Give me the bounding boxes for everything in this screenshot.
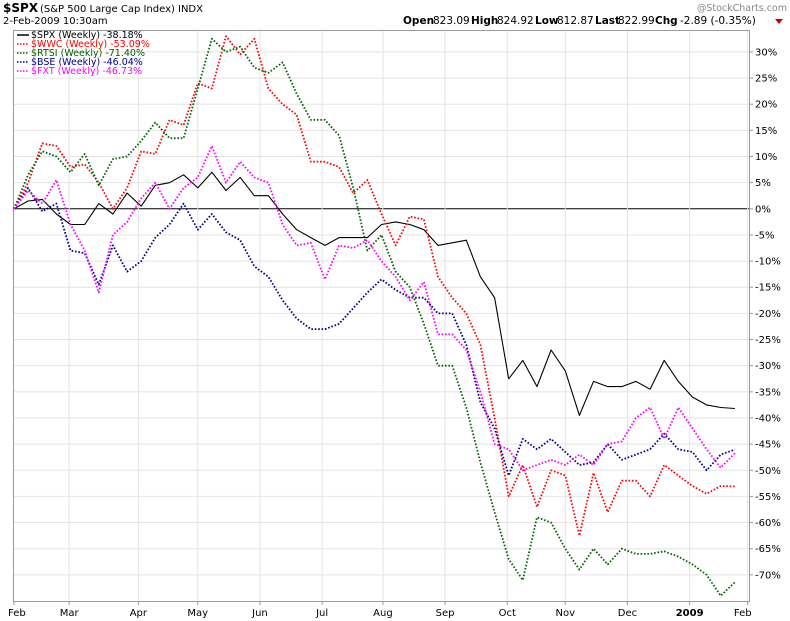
y-tick-label: 5% <box>755 178 771 189</box>
y-tick-label: -25% <box>755 335 781 346</box>
x-tick-label: Apr <box>130 608 148 619</box>
x-tick-label: Jun <box>251 608 268 619</box>
series-line-4 <box>13 145 736 472</box>
open-value: 823.09 <box>433 15 470 27</box>
high-value: 824.92 <box>497 15 534 27</box>
y-tick-label: -5% <box>755 230 774 241</box>
legend-entry: $FXT (Weekly) -46.73% <box>31 66 142 77</box>
legend-entry: $BSE (Weekly) -46.04% <box>31 57 143 68</box>
grid <box>14 31 749 601</box>
chart-symbol: $SPX <box>3 1 39 15</box>
y-tick-label: -70% <box>755 570 781 581</box>
x-axis: Feb Mar Apr May Jun Jul Aug Sep Oct Nov Dec 2009 Feb <box>8 601 752 619</box>
last-label: Last <box>595 15 620 27</box>
legend: $SPX (Weekly) -38.18%$WWC (Weekly) -53.0… <box>17 30 150 77</box>
low-value: 812.87 <box>557 15 594 27</box>
y-tick-label: -15% <box>755 283 781 294</box>
chart-name: (S&P 500 Large Cap Index) <box>40 4 175 15</box>
down-arrow-icon <box>775 19 783 24</box>
x-tick-label: Feb <box>734 608 752 619</box>
x-tick-label: Feb <box>8 608 26 619</box>
x-tick-label: Oct <box>499 608 516 619</box>
last-value: 822.99 <box>618 15 655 27</box>
y-tick-label: 15% <box>755 126 777 137</box>
y-tick-label: -45% <box>755 440 781 451</box>
open-label: Open <box>403 15 434 27</box>
legend-entry: $WWC (Weekly) -53.09% <box>31 39 150 50</box>
x-tick-label: Mar <box>60 608 80 619</box>
y-tick-label: -30% <box>755 361 781 372</box>
y-tick-label: 30% <box>755 47 777 58</box>
y-tick-label: 20% <box>755 100 777 111</box>
y-axis: 30% 25% 20% 15% 10% 5% 0% -5% -10% -15% -20% -25% -3… <box>749 47 781 581</box>
x-tick-label: Jul <box>315 608 328 619</box>
x-tick-label: Sep <box>436 608 455 619</box>
series-line-3 <box>13 186 736 477</box>
y-tick-label: -65% <box>755 544 781 555</box>
y-tick-label: -60% <box>755 518 781 529</box>
y-tick-label: -10% <box>755 257 781 268</box>
x-tick-label: Dec <box>618 608 637 619</box>
series-lines <box>13 35 736 597</box>
x-tick-label: May <box>187 608 208 619</box>
y-tick-label: -50% <box>755 466 781 477</box>
quote-bar: Open 823.09 High 824.92 Low 812.87 Last … <box>403 15 783 27</box>
series-line-2 <box>13 37 736 597</box>
y-tick-label: -20% <box>755 309 781 320</box>
y-tick-label: -40% <box>755 413 781 424</box>
plot-frame <box>13 30 750 602</box>
chg-value: -2.89 (-0.35%) <box>680 15 756 27</box>
high-label: High <box>471 15 498 27</box>
y-tick-label: -35% <box>755 387 781 398</box>
x-tick-label: Nov <box>555 608 575 619</box>
series-line-0 <box>13 171 735 416</box>
x-tick-label: Aug <box>373 608 393 619</box>
legend-entry: $SPX (Weekly) -38.18% <box>31 30 143 41</box>
y-tick-label: -55% <box>755 492 781 503</box>
y-tick-label: 10% <box>755 152 777 163</box>
chart-exchange: INDX <box>178 4 203 15</box>
stockcharts-watermark: @StockCharts.com <box>697 3 787 14</box>
x-tick-label: 2009 <box>676 608 704 619</box>
y-tick-label: 0% <box>755 204 771 215</box>
low-label: Low <box>535 15 559 27</box>
y-tick-label: 25% <box>755 74 777 85</box>
chart-datetime: 2-Feb-2009 10:30am <box>3 16 108 27</box>
chg-label: Chg <box>655 15 678 27</box>
legend-entry: $RTSI (Weekly) -71.40% <box>31 48 145 59</box>
